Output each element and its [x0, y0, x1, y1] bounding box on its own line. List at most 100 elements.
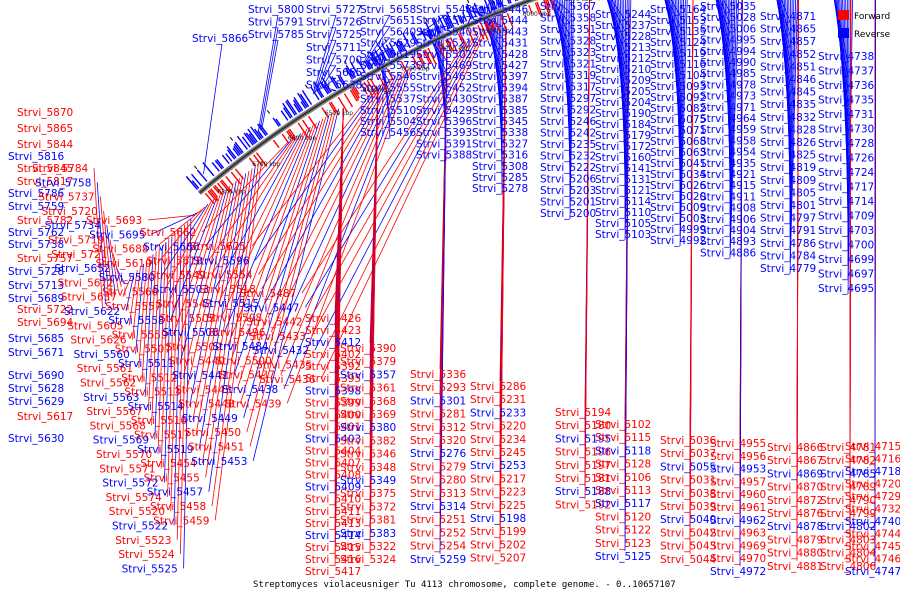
connector-line: [205, 168, 253, 478]
forward-gene-label: Strvi_5508: [206, 313, 262, 325]
reverse-gene-block: [365, 60, 372, 70]
reverse-gene-label: Strvi_5357: [340, 369, 396, 381]
forward-gene-label: Strvi_5720: [42, 206, 98, 218]
reverse-gene-block: [275, 118, 282, 126]
reverse-gene-label: Strvi_5232: [540, 151, 596, 163]
reverse-gene-label: Strvi_5388: [416, 150, 472, 162]
connector-line: [154, 209, 202, 249]
reverse-gene-label: Strvi_4835: [760, 99, 816, 111]
reverse-gene-label: Strvi_5396: [416, 116, 473, 128]
reverse-gene-label: Strvi_5345: [472, 116, 528, 128]
forward-gene-block: [221, 179, 233, 194]
reverse-gene-label: Strvi_4779: [760, 263, 816, 275]
forward-gene-label: Strvi_5719: [48, 235, 104, 247]
forward-gene-block: [445, 39, 453, 53]
reverse-gene-block: [233, 143, 243, 155]
reverse-gene-block: [516, 0, 519, 1]
connector-lines: [93, 0, 876, 569]
connector-line: [208, 137, 295, 261]
forward-gene-block: [493, 18, 501, 34]
forward-gene-label: Strvi_5313: [410, 488, 466, 500]
forward-gene-label: Strvi_5194: [555, 407, 612, 419]
connector-line: [796, 0, 799, 561]
legend-forward-swatch: [838, 10, 849, 20]
reverse-gene-block: [319, 80, 329, 95]
reverse-gene-block: [337, 76, 344, 86]
reverse-gene-block: [310, 86, 320, 101]
forward-gene-label: Strvi_4720: [845, 479, 900, 491]
reverse-gene-label: Strvi_5444: [472, 15, 529, 27]
reverse-gene-label: Strvi_5759: [8, 201, 64, 213]
connector-line: [789, 0, 791, 224]
forward-gene-block: [488, 20, 494, 31]
reverse-gene-label: Strvi_5367: [540, 1, 596, 13]
forward-gene-label: Strvi_5392: [305, 361, 361, 373]
connector-line: [689, 0, 694, 554]
reverse-gene-label: Strvi_5521: [416, 38, 472, 50]
connector-line: [201, 141, 289, 233]
reverse-gene-block: [300, 101, 307, 109]
connector-line: [138, 260, 148, 369]
reverse-gene-label: Strvi_5317: [540, 82, 596, 94]
forward-gene-label: Strvi_5037: [660, 448, 716, 460]
forward-gene-label: Strvi_4781: [820, 442, 876, 454]
reverse-gene-label: Strvi_5006: [700, 23, 757, 35]
reverse-gene-label: Strvi_5003: [650, 213, 706, 225]
forward-gene-label: Strvi_5844: [17, 139, 74, 151]
connector-line: [314, 27, 337, 94]
reverse-gene-label: Strvi_5387: [472, 94, 528, 106]
reverse-gene-label: Strvi_4737: [818, 66, 874, 78]
reverse-gene-label: Strvi_5308: [472, 161, 528, 173]
reverse-gene-block: [226, 146, 237, 159]
forward-gene-label: Strvi_5128: [595, 459, 651, 471]
reverse-gene-block: [394, 41, 402, 54]
reverse-gene-label: Strvi_5547: [416, 15, 472, 27]
forward-gene-label: Strvi_5554: [196, 270, 253, 282]
reverse-gene-block: [234, 141, 244, 154]
connector-line: [208, 166, 256, 492]
reverse-gene-label: Strvi_5314: [410, 501, 467, 513]
connector-line: [217, 131, 305, 304]
connector-line: [679, 0, 688, 247]
forward-gene-label: Strvi_4803: [820, 534, 876, 546]
reverse-gene-label: Strvi_5316: [472, 150, 529, 162]
reverse-gene-label: Strvi_5446: [472, 4, 529, 16]
reverse-gene-label: Strvi_5301: [410, 395, 466, 407]
forward-gene-label: Strvi_5312: [410, 422, 466, 434]
reverse-gene-label: Strvi_5515: [203, 298, 259, 310]
reverse-gene-label: Strvi_5414: [305, 530, 362, 542]
forward-gene-label: Strvi_5372: [340, 501, 396, 513]
reverse-gene-label: Strvi_5393: [416, 127, 472, 139]
reverse-gene-label: Strvi_5453: [191, 456, 247, 468]
connector-line: [624, 0, 628, 219]
reverse-gene-label: Strvi_5443: [472, 26, 528, 38]
forward-gene-label: Strvi_5180: [555, 420, 611, 432]
reverse-gene-block: [286, 99, 298, 115]
reverse-gene-label: Strvi_5438: [222, 384, 278, 396]
forward-gene-label: Strvi_5400: [305, 409, 361, 421]
gene-tracks: [185, 0, 600, 204]
reverse-gene-label: Strvi_5457: [147, 487, 203, 499]
reverse-gene-label: Strvi_5153: [650, 15, 706, 27]
forward-gene-block: [467, 29, 476, 46]
reverse-gene-label: Strvi_5164: [650, 4, 707, 16]
reverse-gene-block: [489, 0, 496, 10]
tick-label: 6200 kbp: [441, 46, 469, 53]
forward-gene-label: Strvi_5637: [61, 292, 117, 304]
forward-gene-label: Strvi_5039: [660, 501, 716, 513]
connector-line: [259, 27, 279, 131]
reverse-gene-block: [499, 0, 504, 7]
forward-gene-label: Strvi_5435: [256, 360, 312, 372]
reverse-gene-label: Strvi_5726: [306, 17, 363, 29]
forward-gene-block: [536, 1, 543, 17]
connector-line: [257, 14, 279, 132]
reverse-gene-label: Strvi_4700: [818, 240, 874, 252]
reverse-gene-block: [397, 40, 405, 52]
tick-mark: [384, 38, 387, 43]
connector-line: [116, 267, 125, 284]
connector-line: [119, 279, 128, 283]
reverse-gene-label: Strvi_4886: [700, 247, 757, 259]
connector-line: [166, 198, 215, 306]
reverse-gene-label: Strvi_4714: [818, 196, 875, 208]
connector-line: [154, 245, 163, 440]
